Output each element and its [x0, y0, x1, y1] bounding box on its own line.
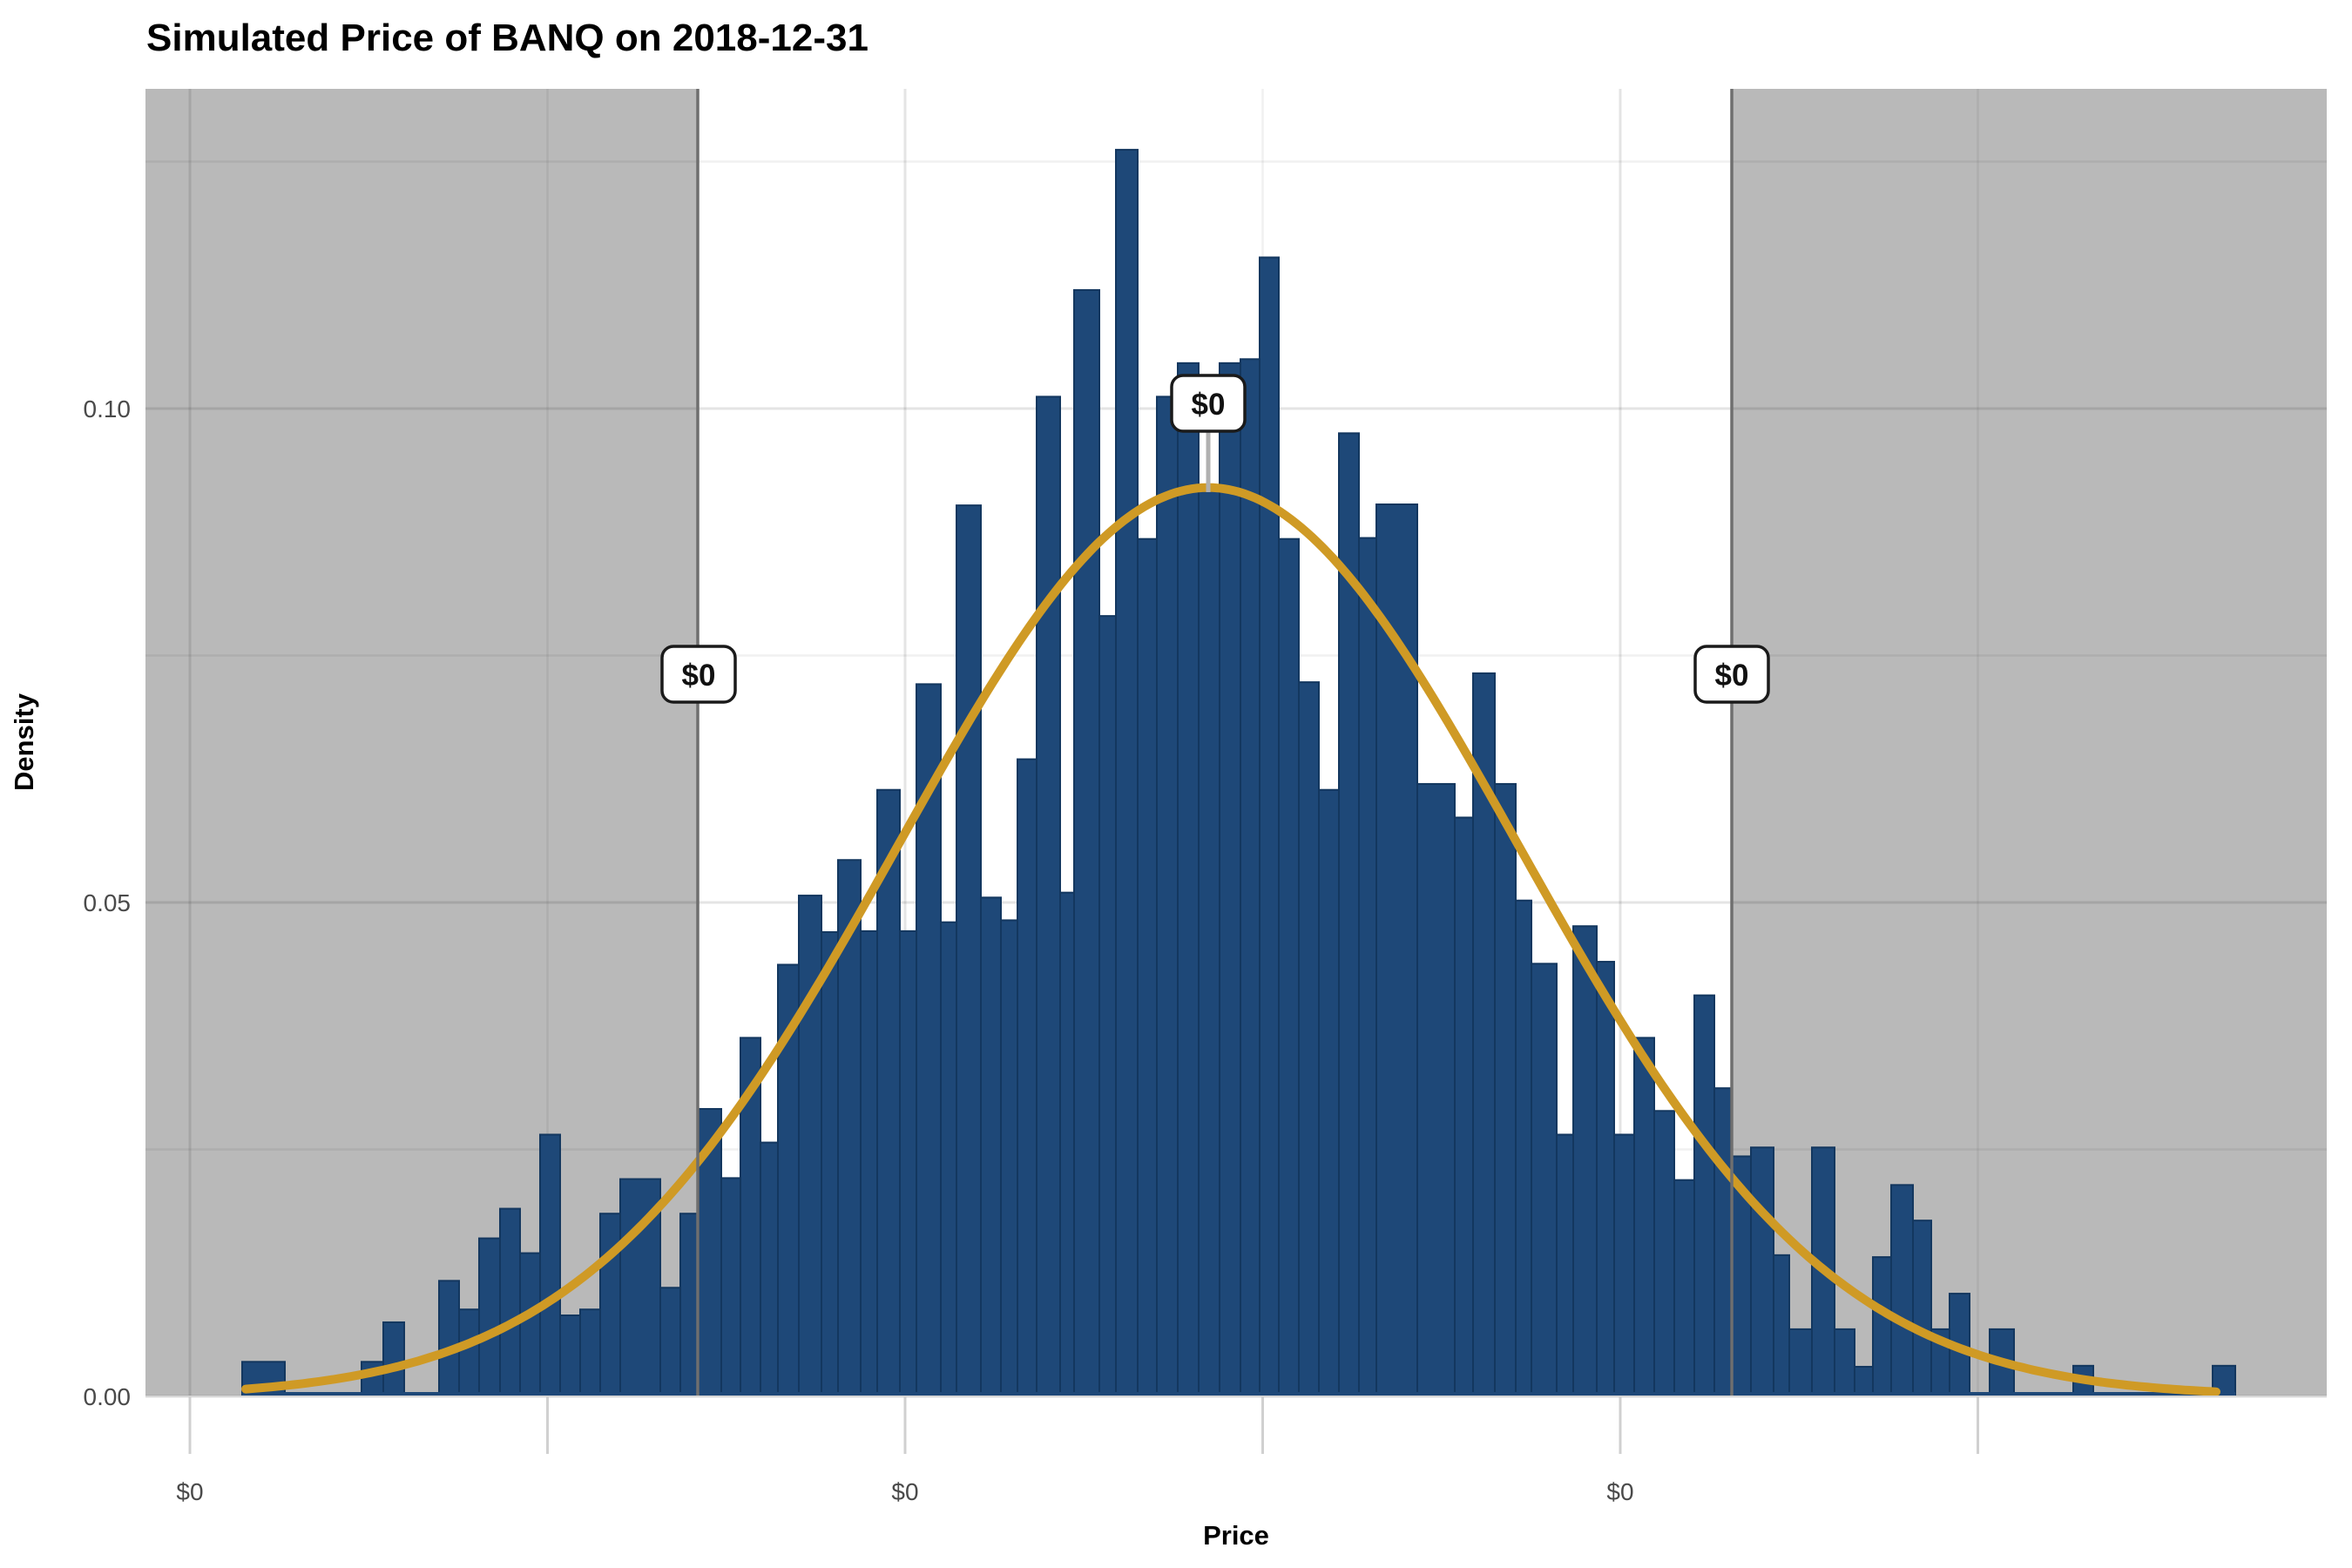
histogram-bar [1219, 362, 1241, 1397]
histogram-bar [1834, 1328, 1855, 1397]
histogram-bar [956, 504, 982, 1397]
histogram-baseline-strip [242, 1392, 2235, 1396]
histogram-bar [1673, 1179, 1695, 1398]
histogram-bar [679, 1213, 700, 1397]
histogram-bar [1494, 782, 1517, 1397]
histogram-bar [1531, 963, 1558, 1397]
histogram-bar [1198, 488, 1220, 1397]
histogram-bar [899, 929, 917, 1397]
histogram-bar [499, 1207, 521, 1398]
axis-layer [145, 1396, 2327, 1454]
histogram-bar [1017, 758, 1037, 1397]
histogram-bar [458, 1308, 480, 1398]
y-tick-label: 0.10 [84, 395, 132, 422]
histogram-bar [876, 788, 901, 1397]
histogram-bar [1454, 816, 1474, 1397]
histogram-bar [1318, 788, 1340, 1397]
histogram-bar [1036, 395, 1061, 1398]
histogram-bar [1177, 362, 1200, 1397]
histogram-bar [1693, 994, 1715, 1397]
chart-title: Simulated Price of BANQ on 2018-12-31 [146, 17, 868, 59]
lower-ci-price-label: $0 [682, 659, 716, 693]
mean-price-label: $0 [1192, 388, 1226, 422]
x-tick-label: $0 [891, 1478, 918, 1505]
histogram-bar [980, 896, 1002, 1397]
histogram-bar [1572, 925, 1598, 1397]
histogram-bar [860, 929, 878, 1397]
histogram-bar [1890, 1184, 1914, 1397]
histogram-bar [1000, 919, 1018, 1397]
histogram-bar [1098, 615, 1117, 1397]
shaded-region [145, 89, 698, 1396]
x-tick-label: $0 [1606, 1478, 1633, 1505]
histogram-bar [438, 1280, 460, 1398]
histogram-bar [539, 1133, 561, 1397]
lower-ci-price-label-box [660, 645, 737, 704]
histogram-bar [1375, 503, 1418, 1397]
histogram-bar [1653, 1110, 1675, 1398]
y-tick-label: 0.00 [84, 1383, 132, 1410]
histogram-bar [1773, 1254, 1790, 1398]
histogram-bar [821, 931, 839, 1397]
histogram-bar [599, 1213, 621, 1397]
y-axis-title: Density [9, 693, 39, 791]
histogram-bar [1613, 1133, 1635, 1397]
confidence-shading-layer [145, 89, 2327, 1396]
y-tick-label: 0.05 [84, 889, 132, 916]
histogram-bar [1596, 961, 1615, 1398]
histogram-bar [1713, 1087, 1732, 1398]
histogram-bar [1515, 899, 1532, 1398]
histogram-bar [720, 1177, 741, 1397]
x-tick-label: $0 [176, 1478, 203, 1505]
upper-ci-price-label-box [1693, 645, 1770, 704]
mean-price-label-box [1170, 374, 1247, 433]
histogram-bar [1872, 1256, 1892, 1397]
histogram-bar [1073, 288, 1100, 1397]
histogram-bar [1788, 1328, 1813, 1397]
upper-ci-price-label: $0 [1715, 659, 1749, 693]
histogram-bar [1416, 782, 1456, 1397]
ci-line-layer [696, 89, 1734, 1396]
histogram-bar [798, 895, 822, 1397]
histogram-bar [1556, 1133, 1574, 1397]
histogram-bar [579, 1308, 601, 1398]
histogram-bar [1137, 537, 1158, 1397]
x-axis-title: Price [1203, 1520, 1269, 1551]
annotation-layer: $0 $0 $0 [660, 374, 1770, 704]
histogram-layer [241, 148, 2236, 1398]
histogram-bar [1156, 395, 1179, 1398]
histogram-bar [382, 1321, 405, 1397]
tick-label-layer: 0.00 0.05 0.10 $0 $0 $0 [84, 395, 1634, 1505]
histogram-bar [1750, 1146, 1774, 1398]
histogram-bar [1059, 891, 1075, 1398]
density-curve-layer [241, 483, 2220, 1396]
histogram-bar [1633, 1037, 1655, 1398]
histogram-bar [1912, 1220, 1932, 1397]
histogram-bar [1240, 358, 1260, 1397]
histogram-bar [478, 1237, 501, 1398]
histogram-bar [1298, 681, 1320, 1397]
histogram-bar [559, 1315, 581, 1397]
histogram-bar [1278, 537, 1300, 1397]
histogram-bar [940, 921, 957, 1398]
histogram-bar [659, 1287, 681, 1398]
histogram-bar [1259, 256, 1280, 1397]
histogram-bar [1115, 148, 1139, 1398]
histogram-bar [519, 1252, 541, 1397]
histogram-bar [760, 1141, 779, 1397]
histogram-bar [1854, 1365, 1874, 1397]
histogram-bar [1358, 537, 1377, 1397]
density-curve [241, 483, 2220, 1396]
